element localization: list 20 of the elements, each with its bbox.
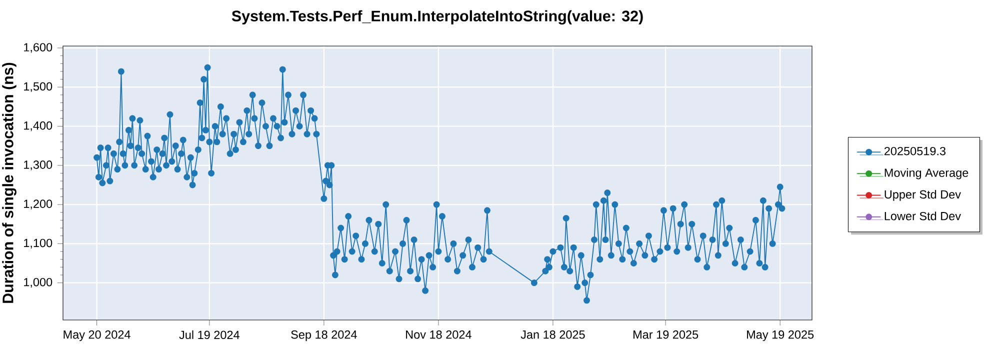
- y-tick-label: 1,200: [24, 200, 52, 210]
- y-tick-label: 1,000: [24, 278, 52, 288]
- y-tick-label: 1,100: [24, 238, 52, 249]
- x-tick-label: Mar 19 2025: [634, 330, 698, 339]
- legend-label: Upper Std Dev: [884, 190, 961, 201]
- x-tick-label: Nov 18 2024: [406, 330, 472, 339]
- x-tick-label: Jul 19 2024: [179, 330, 240, 340]
- y-tick-label: 1,400: [24, 121, 52, 132]
- y-tick-label: 1,600: [24, 43, 52, 53]
- chart-title: System.Tests.Perf_Enum.InterpolateIntoString(value: 32): [232, 10, 643, 25]
- y-tick-label: 1,500: [24, 82, 52, 92]
- x-tick-label: May 19 2025: [747, 330, 814, 342]
- legend-label: Lower Std Dev: [884, 212, 961, 220]
- y-axis-title: Duration of single invocation (ns): [2, 62, 16, 303]
- legend-label: 20250519.3: [884, 146, 946, 156]
- x-tick-label: May 20 2024: [64, 330, 130, 342]
- y-tick-label: 1,300: [24, 160, 52, 170]
- x-tick-label: Sep 18 2024: [291, 330, 357, 342]
- x-tick-label: Jan 18 2025: [520, 330, 585, 339]
- legend-label: Moving Average: [884, 168, 968, 180]
